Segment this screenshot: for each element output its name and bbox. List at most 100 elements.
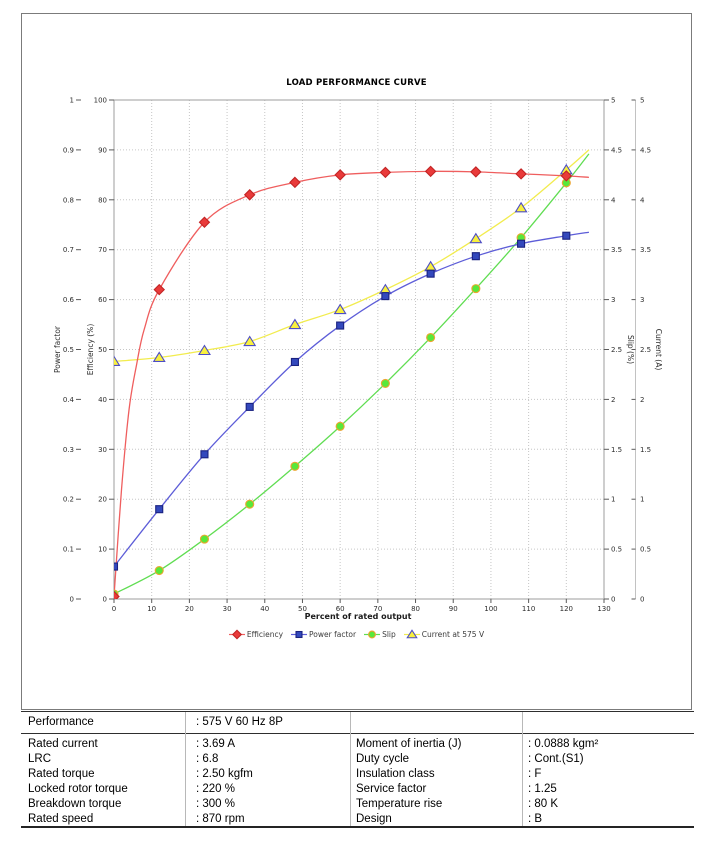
chart-title: LOAD PERFORMANCE CURVE — [286, 78, 427, 88]
cur-tick-label: 5 — [640, 97, 644, 105]
pf-tick-label: 0.3 — [63, 446, 74, 454]
eff-tick-label: 70 — [98, 246, 107, 254]
x-tick-label: 20 — [185, 605, 194, 613]
slip-tick-label: 3.5 — [611, 246, 622, 254]
x-axis-label: Percent of rated output — [304, 612, 412, 621]
pf-tick-label: 0.9 — [63, 146, 74, 154]
slip-marker — [335, 421, 345, 431]
spec-value: : 220 % — [196, 782, 235, 795]
spec-label: Locked rotor torque — [28, 782, 128, 795]
current-at-575-v-legend-icon — [403, 629, 420, 639]
x-tick-label: 110 — [522, 605, 535, 613]
spec-value: : Cont.(S1) — [528, 752, 584, 765]
slip-tick-label: 0 — [611, 596, 615, 604]
slip-tick-label: 2.5 — [611, 346, 622, 354]
spec-value: : 3.69 A — [196, 738, 236, 750]
x-tick-label: 10 — [147, 605, 156, 613]
series-layer — [114, 149, 590, 599]
power-factor-marker — [114, 562, 119, 571]
y-axis-label-slip: Slip (%) — [626, 335, 635, 364]
x-tick-label: 90 — [449, 605, 458, 613]
power-factor-marker — [155, 505, 164, 514]
eff-tick-label: 10 — [98, 546, 107, 554]
spec-label: Rated torque — [28, 767, 95, 780]
cur-tick-label: 2.5 — [640, 346, 651, 354]
legend-item-efficiency: Efficiency — [228, 629, 284, 640]
table-divider — [185, 712, 186, 826]
efficiency-marker — [198, 216, 211, 229]
efficiency-legend-icon — [228, 629, 245, 640]
power-factor-marker — [381, 292, 390, 301]
legend-item-slip: Slip — [364, 629, 396, 640]
pf-tick-label: 0.7 — [63, 246, 74, 254]
x-tick-label: 50 — [298, 605, 307, 613]
x-tick-label: 60 — [336, 605, 345, 613]
eff-tick-label: 30 — [98, 446, 107, 454]
slip-marker — [245, 499, 255, 509]
slip-marker — [426, 332, 436, 343]
spec-label: Insulation class — [356, 767, 435, 780]
current-at-575-v-marker — [114, 355, 121, 367]
spec-label: Service factor — [356, 782, 427, 795]
pf-tick-label: 1 — [70, 97, 74, 105]
spec-label: Moment of inertia (J) — [356, 738, 462, 750]
current-at-575-v-marker — [243, 335, 257, 347]
chart-panel: LOAD PERFORMANCE CURVE 0 10 20 30 40 50 60 70 80… — [21, 13, 692, 710]
eff-tick-label: 40 — [98, 396, 107, 404]
power-factor-legend-marker — [295, 630, 303, 639]
spec-label: Design — [356, 812, 392, 825]
current-at-575-v-legend-marker — [406, 629, 418, 639]
current-at-575-v-marker — [288, 318, 302, 330]
eff-tick-label: 0 — [103, 596, 107, 604]
power-factor-marker — [336, 321, 345, 330]
eff-tick-label: 20 — [98, 496, 107, 504]
x-tick-label: 30 — [223, 605, 232, 613]
efficiency-legend-marker — [231, 629, 242, 640]
efficiency-marker — [289, 176, 301, 189]
legend-item-current-at-575-v: Current at 575 V — [403, 629, 484, 640]
efficiency-marker — [515, 168, 527, 180]
current-at-575-v-curve — [114, 149, 590, 363]
table-divider — [350, 712, 351, 826]
eff-tick-label: 60 — [98, 296, 107, 304]
spec-value: : F — [528, 767, 542, 780]
efficiency-marker — [470, 166, 482, 178]
legend-label: Power factor — [309, 630, 357, 639]
legend-label: Efficiency — [246, 630, 284, 639]
x-tick-label: 70 — [373, 605, 382, 613]
eff-tick-label: 50 — [98, 346, 107, 354]
power-factor-marker — [200, 450, 209, 459]
table-divider — [522, 712, 523, 826]
power-factor-marker — [426, 269, 435, 278]
x-tick-label: 80 — [411, 605, 420, 613]
current-at-575-v-marker — [152, 351, 166, 363]
spec-value: : 6.8 — [196, 752, 219, 765]
x-tick-label: 40 — [260, 605, 269, 613]
spec-value: : 2.50 kgfm — [196, 767, 253, 780]
pf-tick-label: 0.4 — [63, 396, 75, 404]
slip-tick-label: 4.5 — [611, 146, 622, 154]
performance-row: Performance : 575 V 60 Hz 8P — [21, 712, 694, 734]
x-tick-label: 130 — [597, 605, 610, 613]
eff-tick-label: 90 — [98, 146, 107, 154]
spec-value: : 80 K — [528, 797, 559, 810]
current-at-575-v-marker — [469, 232, 483, 244]
slip-tick-label: 1 — [611, 496, 615, 504]
slip-tick-label: 3 — [611, 296, 615, 304]
chart-legend: Efficiency Power factor Slip Current at 575… — [22, 629, 691, 640]
current-at-575-v-marker — [514, 201, 528, 213]
x-tick-label: 100 — [484, 605, 497, 613]
eff-tick-label: 100 — [94, 97, 107, 105]
power-factor-marker — [245, 402, 254, 411]
slip-marker — [199, 534, 210, 544]
cur-tick-label: 2 — [640, 396, 644, 404]
spec-table: Performance : 575 V 60 Hz 8P Rated curre… — [21, 711, 694, 828]
spec-label: Duty cycle — [356, 752, 410, 765]
cur-tick-label: 1.5 — [640, 446, 651, 454]
slip-legend-icon — [364, 630, 381, 639]
spec-value: : 300 % — [196, 797, 235, 810]
spec-label: Rated current — [28, 738, 98, 750]
efficiency-curve — [114, 170, 589, 597]
spec-value: : B — [528, 812, 543, 825]
slip-tick-label: 4 — [611, 196, 616, 204]
